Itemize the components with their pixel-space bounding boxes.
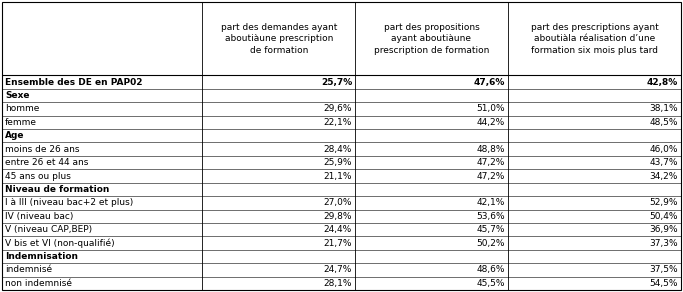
- Text: 52,9%: 52,9%: [650, 198, 678, 207]
- Text: 22,1%: 22,1%: [324, 118, 352, 127]
- Text: 45 ans ou plus: 45 ans ou plus: [5, 171, 71, 180]
- Text: 48,5%: 48,5%: [650, 118, 678, 127]
- Text: 21,1%: 21,1%: [324, 171, 352, 180]
- Text: 37,3%: 37,3%: [650, 239, 678, 248]
- Text: 51,0%: 51,0%: [476, 105, 505, 114]
- Text: 36,9%: 36,9%: [650, 225, 678, 234]
- Text: 47,6%: 47,6%: [473, 78, 505, 87]
- Text: V (niveau CAP,BEP): V (niveau CAP,BEP): [5, 225, 92, 234]
- Text: 54,5%: 54,5%: [650, 279, 678, 288]
- Text: 37,5%: 37,5%: [650, 265, 678, 274]
- Text: 47,2%: 47,2%: [477, 158, 505, 167]
- Text: 42,8%: 42,8%: [647, 78, 678, 87]
- Text: entre 26 et 44 ans: entre 26 et 44 ans: [5, 158, 88, 167]
- Text: 27,0%: 27,0%: [324, 198, 352, 207]
- Text: Niveau de formation: Niveau de formation: [5, 185, 109, 194]
- Text: homme: homme: [5, 105, 40, 114]
- Text: 28,4%: 28,4%: [324, 145, 352, 154]
- Text: 34,2%: 34,2%: [650, 171, 678, 180]
- Text: 50,2%: 50,2%: [476, 239, 505, 248]
- Text: 21,7%: 21,7%: [324, 239, 352, 248]
- Text: 24,7%: 24,7%: [324, 265, 352, 274]
- Text: 45,7%: 45,7%: [476, 225, 505, 234]
- Text: part des demandes ayant
aboutiàune prescription
de formation: part des demandes ayant aboutiàune presc…: [221, 23, 337, 55]
- Text: 44,2%: 44,2%: [477, 118, 505, 127]
- Text: Indemnisation: Indemnisation: [5, 252, 78, 261]
- Text: 38,1%: 38,1%: [650, 105, 678, 114]
- Text: V bis et VI (non-qualifié): V bis et VI (non-qualifié): [5, 238, 115, 248]
- Text: Ensemble des DE en PAP02: Ensemble des DE en PAP02: [5, 78, 143, 87]
- Text: 48,6%: 48,6%: [476, 265, 505, 274]
- Text: I à III (niveau bac+2 et plus): I à III (niveau bac+2 et plus): [5, 198, 133, 207]
- Text: 25,9%: 25,9%: [324, 158, 352, 167]
- Text: 50,4%: 50,4%: [650, 212, 678, 221]
- Text: IV (niveau bac): IV (niveau bac): [5, 212, 73, 221]
- Text: indemnisé: indemnisé: [5, 265, 52, 274]
- Text: Sexe: Sexe: [5, 91, 29, 100]
- Text: non indemnisé: non indemnisé: [5, 279, 72, 288]
- Text: part des propositions
ayant aboutiàune
prescription de formation: part des propositions ayant aboutiàune p…: [374, 23, 489, 55]
- Text: 25,7%: 25,7%: [321, 78, 352, 87]
- Text: 43,7%: 43,7%: [650, 158, 678, 167]
- Text: 48,8%: 48,8%: [476, 145, 505, 154]
- Text: 47,2%: 47,2%: [477, 171, 505, 180]
- Text: 28,1%: 28,1%: [324, 279, 352, 288]
- Text: 46,0%: 46,0%: [650, 145, 678, 154]
- Text: 24,4%: 24,4%: [324, 225, 352, 234]
- Text: Age: Age: [5, 131, 25, 140]
- Text: 29,6%: 29,6%: [324, 105, 352, 114]
- Text: 29,8%: 29,8%: [324, 212, 352, 221]
- Text: 42,1%: 42,1%: [477, 198, 505, 207]
- Text: 53,6%: 53,6%: [476, 212, 505, 221]
- Text: 45,5%: 45,5%: [476, 279, 505, 288]
- Text: femme: femme: [5, 118, 37, 127]
- Text: moins de 26 ans: moins de 26 ans: [5, 145, 79, 154]
- Text: part des prescriptions ayant
aboutiàla réalisation d’une
formation six mois plus: part des prescriptions ayant aboutiàla r…: [531, 23, 658, 55]
